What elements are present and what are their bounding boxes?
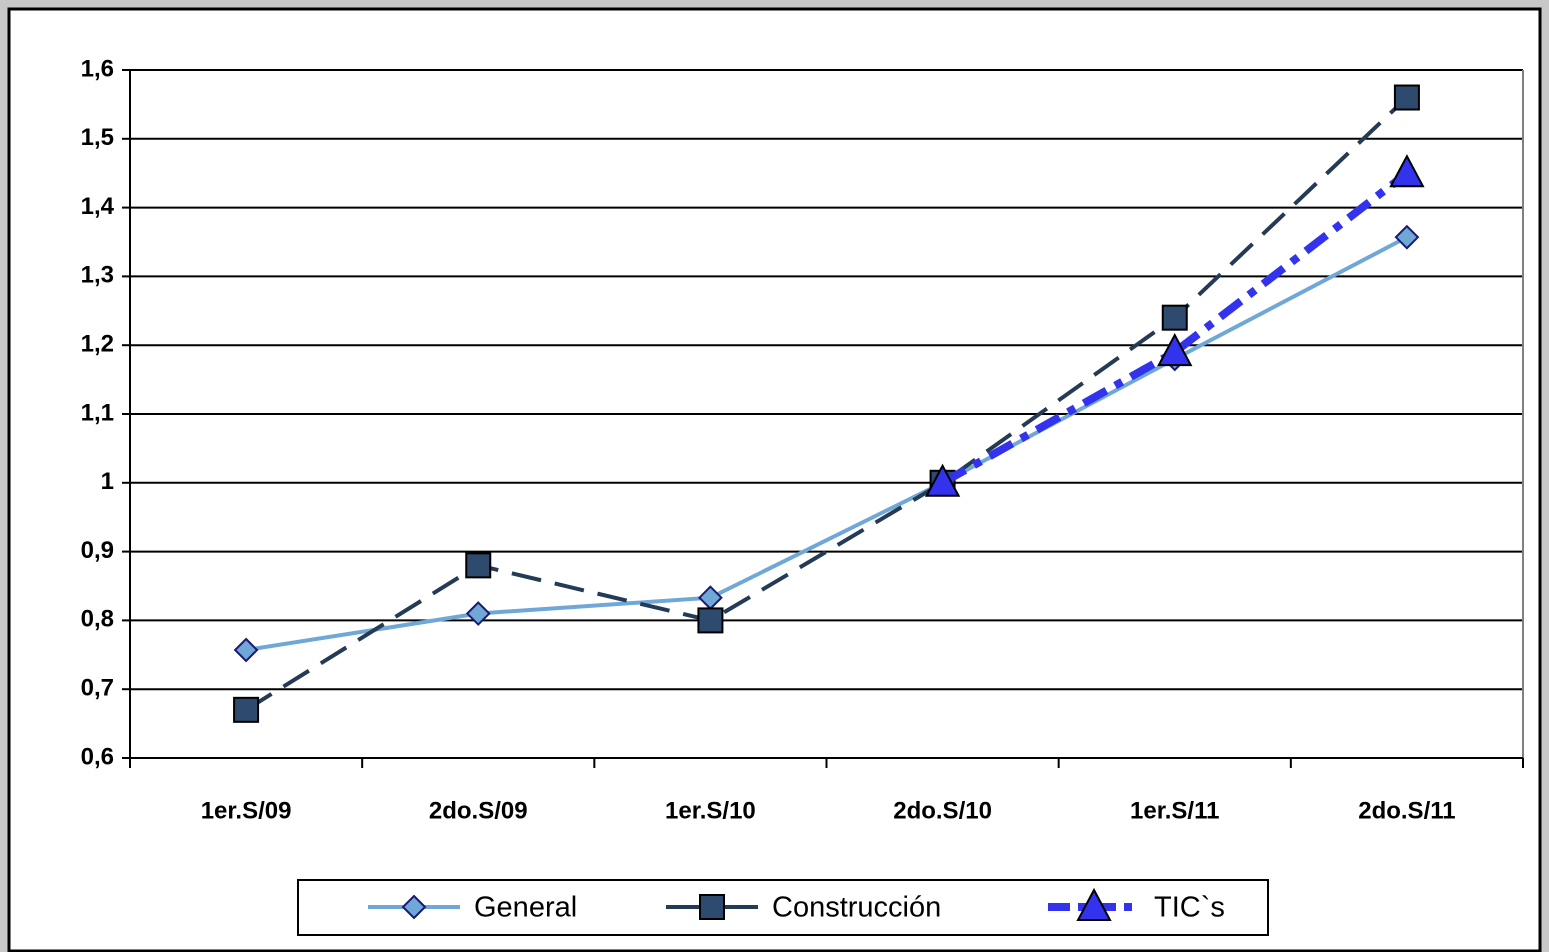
y-tick-label: 0,6 (81, 743, 114, 770)
x-tick-label: 1er.S/11 (1130, 797, 1219, 824)
data-point (1389, 154, 1425, 188)
data-point (697, 607, 724, 634)
x-tick-label: 1er.S/10 (665, 797, 756, 824)
y-tick-label: 1,2 (81, 331, 114, 358)
data-point (1393, 84, 1420, 111)
legend-marker (699, 894, 725, 920)
legend-marker (401, 894, 427, 920)
y-tick-label: 1,3 (81, 262, 114, 289)
y-tick-label: 1 (101, 468, 114, 495)
data-point (924, 463, 961, 497)
y-tick-label: 0,9 (81, 537, 114, 564)
y-tick-label: 0,7 (81, 675, 114, 702)
data-point (233, 637, 259, 663)
data-point (465, 552, 492, 579)
legend-marker (1076, 887, 1112, 921)
legend-label: TIC`s (1154, 892, 1225, 924)
series-line (245, 235, 1408, 652)
data-point (1394, 224, 1420, 250)
y-tick-label: 0,8 (81, 606, 114, 633)
y-tick-label: 1,6 (81, 55, 114, 82)
y-tick-label: 1,5 (81, 124, 114, 151)
data-point (1161, 304, 1188, 331)
x-tick-label: 1er.S/09 (201, 797, 292, 824)
legend-label: General (474, 892, 577, 924)
x-tick-label: 2do.S/11 (1358, 797, 1455, 824)
x-tick-label: 2do.S/09 (429, 797, 528, 824)
chart-area (7, 7, 1542, 952)
series-line (245, 96, 1409, 712)
y-tick-label: 1,1 (81, 399, 114, 426)
data-point (233, 696, 260, 723)
legend-label: Construcción (772, 892, 941, 924)
data-point (465, 601, 491, 626)
data-point (1157, 332, 1193, 367)
y-tick-label: 1,4 (81, 193, 115, 220)
x-tick-label: 2do.S/10 (893, 797, 992, 824)
